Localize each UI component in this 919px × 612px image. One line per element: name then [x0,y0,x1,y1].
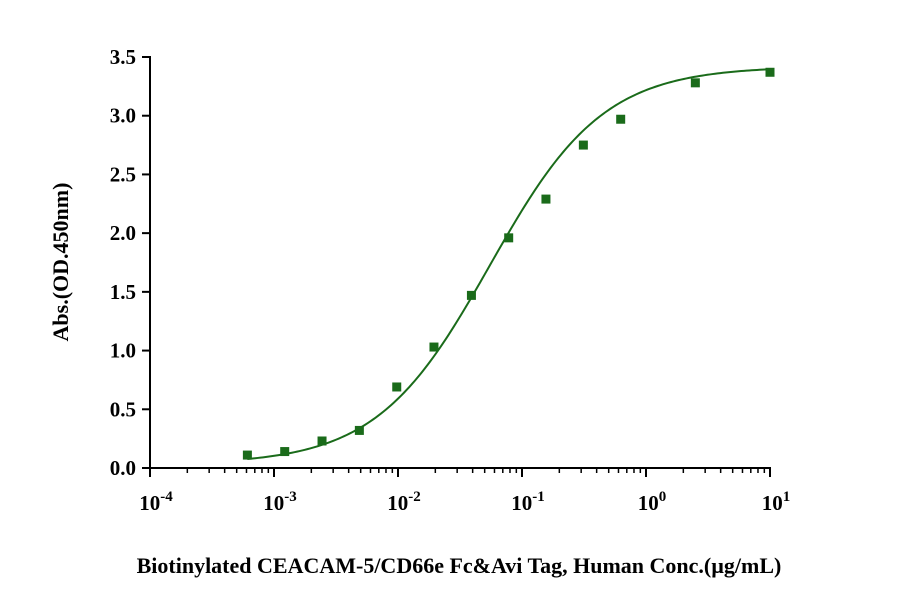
x-tick-label: 10-4 [139,489,173,515]
y-tick-label: 0.5 [110,397,136,421]
y-tick-label: 1.5 [110,280,136,304]
data-points [242,67,775,460]
data-point [354,425,364,435]
y-tick-label: 3.0 [110,104,136,128]
y-axis-ticks: 0.0 0.5 1.0 1.5 2.0 2.5 3.0 3.5 [110,45,150,480]
x-tick-label: 100 [638,489,667,515]
data-point [765,67,775,77]
x-axis-title: Biotinylated CEACAM-5/CD66e Fc&Avi Tag, … [137,553,782,578]
axes [149,56,771,469]
y-tick-label: 0.0 [110,456,136,480]
data-point [578,140,588,150]
data-point [317,436,327,446]
data-point [541,194,551,204]
x-tick-label: 101 [762,489,791,515]
data-point [242,450,252,460]
x-axis-ticks: 10-4 10-3 10-2 10-1 100 101 [139,468,790,515]
data-point [616,114,626,124]
fit-curve [247,68,771,461]
y-tick-label: 2.5 [110,162,136,186]
data-point [429,342,439,352]
y-tick-label: 1.0 [110,339,136,363]
x-tick-label: 10-1 [511,489,545,515]
data-point [504,233,514,243]
y-tick-label: 3.5 [110,45,136,69]
y-axis-title: Abs.(OD.450nm) [48,183,73,342]
x-tick-label: 10-2 [387,489,421,515]
data-point [466,290,476,300]
x-tick-label: 10-3 [263,489,297,515]
data-point [690,78,700,88]
data-point [280,447,290,457]
data-point [392,382,402,392]
y-tick-label: 2.0 [110,221,136,245]
